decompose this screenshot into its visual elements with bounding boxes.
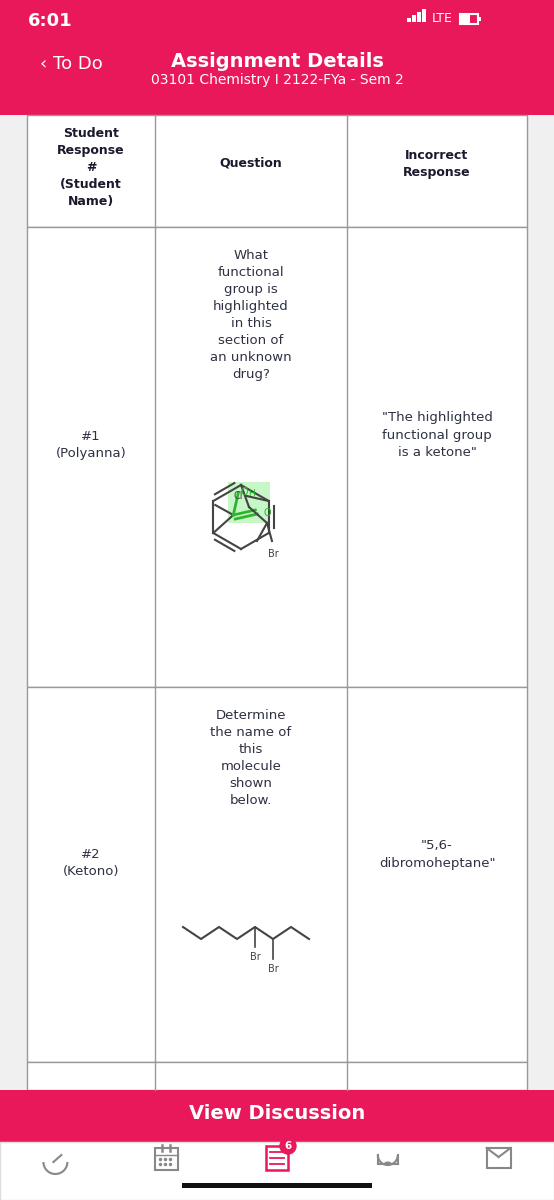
Text: Br: Br [268,964,278,974]
Bar [422,8,426,22]
Bar [460,14,478,24]
Text: View Discussion: View Discussion [189,1104,365,1123]
Text: Student
Response
#
(Student
Name): Student Response # (Student Name) [57,127,125,208]
Text: H: H [248,490,255,498]
Bar [0,0,554,115]
Text: Assignment Details: Assignment Details [171,52,383,71]
Text: Determine
the name of
this
molecule
shown
below.: Determine the name of this molecule show… [211,709,291,806]
Text: O: O [263,508,271,518]
Bar [27,227,527,686]
Text: Incorrect
Response: Incorrect Response [403,149,471,179]
Text: O: O [240,487,248,497]
Text: Br: Br [268,550,278,559]
Bar [155,1148,178,1170]
Text: LTE: LTE [432,12,453,25]
Bar [461,14,470,23]
Bar [266,1146,288,1170]
Text: #1
(Polyanna): #1 (Polyanna) [55,430,126,460]
Text: "The highlighted
functional group
is a ketone": "The highlighted functional group is a k… [382,412,493,458]
Bar [27,1062,527,1090]
Bar [27,686,527,1062]
Bar [0,1142,554,1200]
Bar [0,1090,554,1142]
Text: What
functional
group is
highlighted
in this
section of
an unknown
drug?: What functional group is highlighted in … [210,248,292,382]
Bar [27,115,527,227]
Text: #2
(Ketono): #2 (Ketono) [63,847,119,877]
Polygon shape [228,482,270,523]
Bar [407,18,411,22]
Text: Br: Br [250,952,260,962]
Text: Question: Question [219,157,283,170]
Circle shape [280,1138,296,1154]
Text: 03101 Chemistry I 2122-FYa - Sem 2: 03101 Chemistry I 2122-FYa - Sem 2 [151,73,403,86]
Text: Cl: Cl [234,491,243,502]
Text: 6:01: 6:01 [28,12,73,30]
Bar [478,17,481,20]
Text: "5,6-
dibromoheptane": "5,6- dibromoheptane" [379,840,495,870]
Bar [417,12,421,22]
Bar [412,14,416,22]
Bar [182,1183,372,1188]
Bar [486,1148,511,1168]
Text: 6: 6 [284,1141,291,1151]
Text: ‹ To Do: ‹ To Do [40,55,102,73]
